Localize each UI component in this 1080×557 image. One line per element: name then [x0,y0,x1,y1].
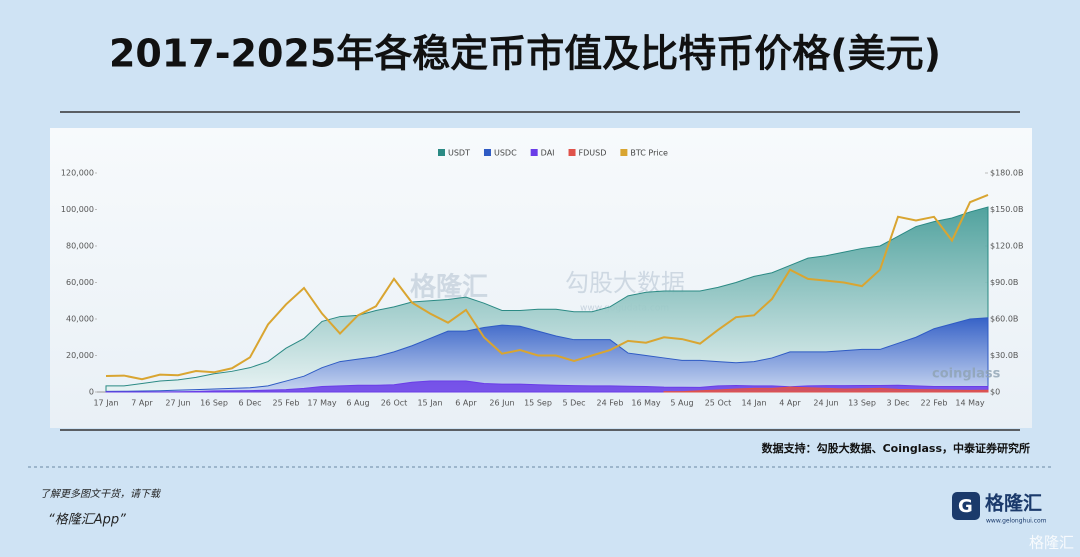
x-tick-label: 17 Jan [93,399,118,408]
legend-label: USDC [494,149,517,158]
y2-tick-label: $60.0B [990,315,1018,324]
legend-swatch [438,149,445,156]
footer-text: 了解更多图文干货，请下载 [40,488,162,500]
y-tick-label: 40,000 [66,315,94,324]
y2-tick-label: $180.0B [990,169,1023,178]
x-tick-label: 6 Aug [346,399,369,408]
plot: 0 20,000 40,000 60,000 80,000 100,000 120,000 $… [61,149,1024,408]
x-tick-label: 5 Aug [670,399,693,408]
x-tick-label: 17 May [307,399,337,408]
logo-url: www.gelonghui.com [986,518,1047,525]
y-tick-label: 120,000 [61,169,94,178]
legend-label: BTC Price [630,149,668,158]
x-tick-label: 6 Dec [238,399,261,408]
x-tick-label: 16 May [631,399,661,408]
y-tick-label: 20,000 [66,351,94,360]
page-title: 2017-2025年各稳定币市值及比特币价格(美元) [109,32,941,76]
legend-label: DAI [541,149,555,158]
x-tick-label: 25 Oct [705,399,732,408]
y-tick-label: 0 [89,388,94,397]
legend-swatch [620,149,628,156]
legend-swatch [530,149,538,156]
x-tick-label: 14 Jan [741,399,766,408]
area [663,386,989,393]
x-tick-label: 15 Sep [524,399,552,408]
x-tick-label: 26 Jun [489,399,514,408]
watermark: coinglass [932,367,1001,382]
y2-tick-label: $150.0B [990,205,1023,214]
line [105,193,989,381]
y-tick-label: 80,000 [66,242,94,251]
x-tick-label: 22 Feb [921,399,948,408]
footer-text: “格隆汇App” [48,513,126,528]
legend-swatch [483,149,491,156]
x-tick-label: 16 Sep [200,399,228,408]
x-tick-label: 5 Dec [562,399,585,408]
logo-icon: G [958,496,973,517]
logo-name: 格隆汇 [985,492,1042,515]
x-tick-label: 25 Feb [273,399,300,408]
x-tick-label: 4 Apr [779,399,801,408]
area [105,206,989,393]
source: 数据支持：勾股大数据、Coinglass，中泰证券研究所 [762,441,1030,455]
x-tick-label: 26 Oct [381,399,408,408]
y-tick-label: 100,000 [61,205,94,214]
y2-tick-label: $0 [990,388,1000,397]
y2-tick-label: $30.0B [990,351,1018,360]
watermark: 格隆汇 [410,272,488,303]
x-tick-label: 14 May [955,399,985,408]
x-tick-label: 15 Jan [417,399,442,408]
logo-icon [952,492,980,520]
legend-label: USDT [448,149,470,158]
x-tick-label: 27 Jun [165,399,190,408]
y-tick-label: 60,000 [66,278,94,287]
x-tick-label: 24 Feb [597,399,624,408]
legend-swatch [568,149,576,156]
x-tick-label: 7 Apr [131,399,153,408]
x-tick-label: 24 Jun [813,399,838,408]
x-tick-label: 3 Dec [886,399,909,408]
watermark: 格隆汇 [1029,534,1074,552]
x-tick-label: 6 Apr [455,399,477,408]
y2-tick-label: $90.0B [990,278,1018,287]
x-tick-label: 13 Sep [848,399,876,408]
legend-label: FDUSD [579,149,607,158]
y2-tick-label: $120.0B [990,242,1023,251]
